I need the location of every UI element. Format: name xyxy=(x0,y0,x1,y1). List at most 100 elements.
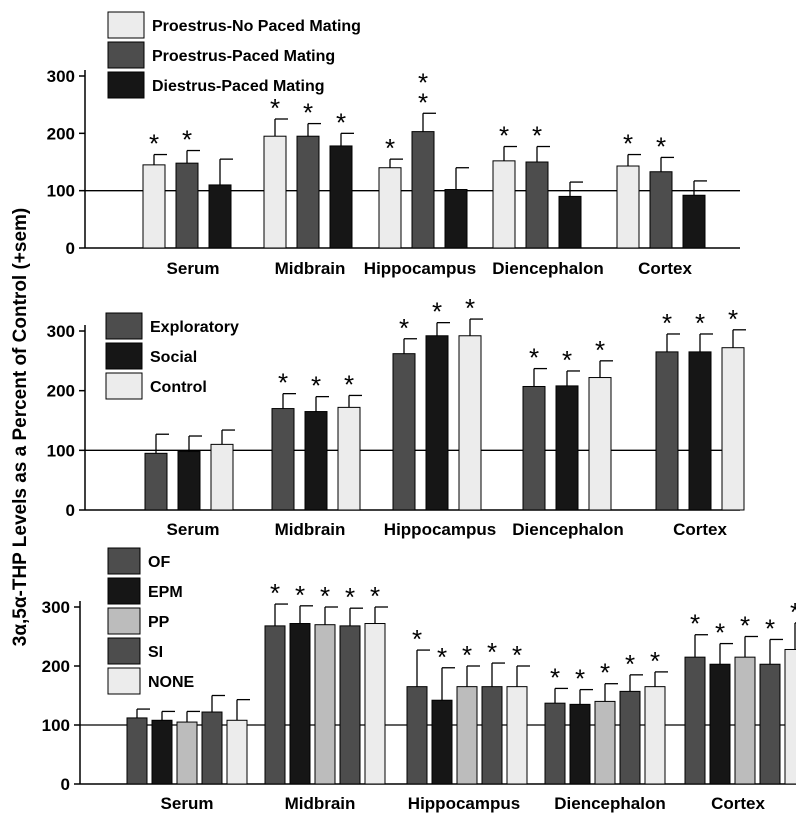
bar-of-cortex xyxy=(684,656,706,785)
significance-star: * xyxy=(625,649,635,679)
significance-star: * xyxy=(303,98,313,128)
y-tick-label: 300 xyxy=(42,598,70,617)
y-tick-label: 200 xyxy=(47,124,75,143)
bar-proestrus-paced-mating-diencephalon xyxy=(525,161,549,249)
category-label-cortex: Cortex xyxy=(638,259,692,278)
category-label-diencephalon: Diencephalon xyxy=(512,520,623,539)
panel-middle: 0 100 200 300 * * * * * * * * * * * * Serum Midbrain Hippo… xyxy=(47,293,746,539)
legend-swatch-pp xyxy=(107,607,141,635)
bar-exploratory-midbrain xyxy=(271,408,295,511)
bar-diestrus-paced-mating-hippocampus xyxy=(444,189,468,249)
bar-proestrus-no-paced-mating-serum xyxy=(142,164,166,249)
panel-bottom: 0 100 200 300 * * * * * * * * * * * * * * * * * * * * Serum Midbr… xyxy=(42,547,796,813)
bar-si-serum xyxy=(201,711,223,785)
significance-star: * xyxy=(499,121,509,151)
bar-epm-diencephalon xyxy=(569,703,591,785)
bar-diestrus-paced-mating-cortex xyxy=(682,194,706,249)
bar-si-hippocampus xyxy=(481,686,503,785)
significance-star: * xyxy=(182,125,192,155)
bar-proestrus-paced-mating-cortex xyxy=(649,171,673,249)
significance-star: * xyxy=(662,308,672,338)
legend-swatch-of xyxy=(107,547,141,575)
legend-label-of: OF xyxy=(148,554,170,571)
bar-epm-serum xyxy=(151,719,173,785)
category-label-serum: Serum xyxy=(167,520,220,539)
y-tick-label: 100 xyxy=(47,182,75,201)
bar-control-serum xyxy=(210,443,234,511)
legend-swatch-epm xyxy=(107,577,141,605)
legend-swatch-control xyxy=(105,372,143,400)
category-label-cortex: Cortex xyxy=(673,520,727,539)
significance-star: * xyxy=(462,640,472,670)
bar-diestrus-paced-mating-serum xyxy=(208,184,232,249)
bar-proestrus-paced-mating-hippocampus xyxy=(411,131,435,249)
legend-label-si: SI xyxy=(148,644,163,661)
significance-star: * xyxy=(345,582,355,612)
significance-star: * xyxy=(412,624,422,654)
bar-pp-serum xyxy=(176,721,198,785)
significance-star: * xyxy=(765,613,775,643)
legend-swatch-proestrus-no-paced-mating xyxy=(107,11,145,39)
bar-none-midbrain xyxy=(364,623,386,785)
significance-star: * xyxy=(600,658,610,688)
bar-social-midbrain xyxy=(304,411,328,511)
significance-star: * xyxy=(656,131,666,161)
y-tick-label: 200 xyxy=(47,382,75,401)
significance-star: * xyxy=(595,335,605,365)
legend-label-proestrus-no-paced-mating: Proestrus-No Paced Mating xyxy=(152,18,361,35)
legend-label-control: Control xyxy=(150,379,207,396)
bar-proestrus-paced-mating-serum xyxy=(175,162,199,249)
bar-proestrus-no-paced-mating-hippocampus xyxy=(378,167,402,249)
bar-of-midbrain xyxy=(264,625,286,785)
bar-proestrus-no-paced-mating-midbrain xyxy=(263,135,287,249)
category-label-midbrain: Midbrain xyxy=(285,794,356,813)
y-axis-label: 3α,5α-THP Levels as a Percent of Control… xyxy=(10,208,31,647)
bar-si-diencephalon xyxy=(619,690,641,785)
bar-none-cortex xyxy=(784,648,796,785)
bar-si-cortex xyxy=(759,663,781,785)
bar-epm-cortex xyxy=(709,663,731,785)
legend-label-social: Social xyxy=(150,349,197,366)
bar-si-midbrain xyxy=(339,625,361,785)
y-tick-label: 100 xyxy=(42,716,70,735)
bar-pp-midbrain xyxy=(314,624,336,785)
bar-proestrus-no-paced-mating-diencephalon xyxy=(492,160,516,249)
bar-social-diencephalon xyxy=(555,385,579,511)
significance-star: * xyxy=(512,640,522,670)
bar-social-cortex xyxy=(688,351,712,511)
legend-label-none: NONE xyxy=(148,674,195,691)
significance-star: * xyxy=(715,618,725,648)
bar-social-serum xyxy=(177,451,201,511)
legend-swatch-si xyxy=(107,637,141,665)
significance-star: * xyxy=(278,368,288,398)
y-tick-label: 0 xyxy=(61,775,70,794)
significance-star: * xyxy=(575,664,585,694)
bar-pp-hippocampus xyxy=(456,686,478,785)
category-label-midbrain: Midbrain xyxy=(275,520,346,539)
category-label-serum: Serum xyxy=(167,259,220,278)
bar-proestrus-paced-mating-midbrain xyxy=(296,135,320,249)
bar-none-hippocampus xyxy=(506,686,528,785)
significance-star: * xyxy=(418,87,428,117)
significance-star: * xyxy=(336,107,346,137)
y-tick-label: 200 xyxy=(42,657,70,676)
significance-star: * xyxy=(487,637,497,667)
bar-diestrus-paced-mating-diencephalon xyxy=(558,195,582,249)
bar-none-serum xyxy=(226,719,248,785)
significance-star: * xyxy=(437,642,447,672)
legend-swatch-proestrus-paced-mating xyxy=(107,41,145,69)
bar-pp-cortex xyxy=(734,656,756,785)
y-tick-label: 300 xyxy=(47,67,75,86)
significance-star: * xyxy=(790,597,796,627)
category-label-hippocampus: Hippocampus xyxy=(408,794,520,813)
legend-swatch-social xyxy=(105,342,143,370)
significance-star: * xyxy=(270,93,280,123)
bar-control-midbrain xyxy=(337,406,361,511)
significance-star: * xyxy=(370,581,380,611)
bar-exploratory-hippocampus xyxy=(392,353,416,511)
category-label-serum: Serum xyxy=(161,794,214,813)
y-tick-label: 100 xyxy=(47,441,75,460)
bar-proestrus-no-paced-mating-cortex xyxy=(616,165,640,249)
